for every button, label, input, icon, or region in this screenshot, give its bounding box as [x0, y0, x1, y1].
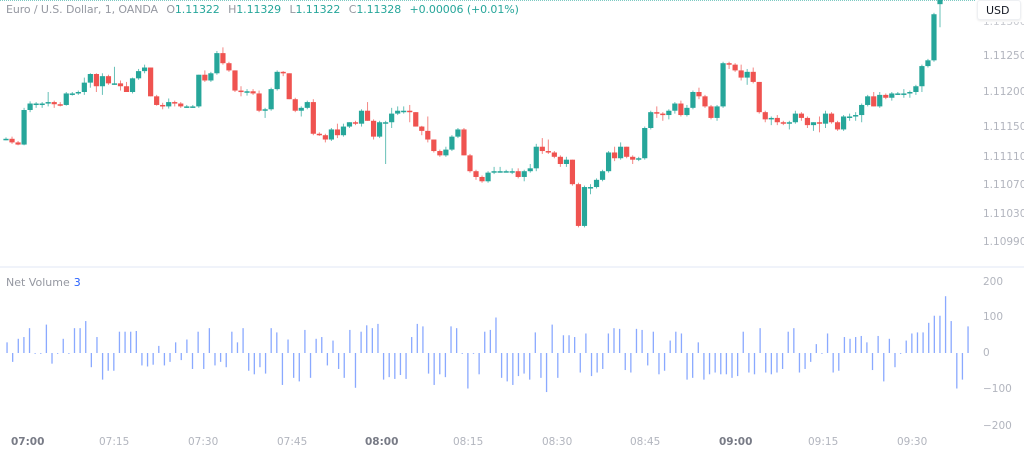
time-tick: 09:15: [808, 436, 839, 448]
price-tick: 1.10990: [983, 236, 1024, 248]
currency-button[interactable]: USD: [977, 0, 1021, 20]
symbol-title[interactable]: Euro / U.S. Dollar, 1, OANDA: [6, 3, 158, 16]
time-tick: 07:30: [188, 436, 219, 448]
time-tick: 07:45: [277, 436, 308, 448]
time-tick: 07:15: [99, 436, 130, 448]
symbol-legend: Euro / U.S. Dollar, 1, OANDA O1.11322 H1…: [6, 3, 519, 16]
volume-tick: 200: [983, 276, 1004, 288]
price-tick: 1.11300: [983, 16, 1024, 28]
change-value: +0.00006 (+0.01%): [409, 3, 519, 16]
close-value: 1.11328: [356, 3, 402, 16]
volume-tick: −100: [983, 383, 1012, 395]
volume-tick: 100: [983, 311, 1004, 323]
high-value: 1.11329: [236, 3, 282, 16]
high-label: H: [228, 3, 237, 16]
pane-separator[interactable]: [0, 266, 1024, 268]
time-tick: 08:15: [453, 436, 484, 448]
time-tick: 08:00: [365, 436, 399, 448]
low-value: 1.11322: [295, 3, 341, 16]
time-tick: 08:30: [542, 436, 573, 448]
time-tick: 07:00: [11, 436, 45, 448]
open-label: O: [166, 3, 175, 16]
volume-tick: −200: [983, 420, 1012, 432]
time-tick: 08:45: [630, 436, 661, 448]
net-volume-title[interactable]: Net Volume: [6, 276, 70, 289]
price-tick: 1.11070: [983, 179, 1024, 191]
close-label: C: [348, 3, 357, 16]
price-tick: 1.11150: [983, 121, 1024, 133]
time-tick: 09:30: [897, 436, 928, 448]
net-volume-legend: Net Volume 3: [6, 276, 81, 289]
open-value: 1.11322: [174, 3, 220, 16]
price-tick: 1.11030: [983, 208, 1024, 220]
net-volume-value: 3: [73, 276, 81, 289]
last-price-line: [0, 0, 975, 1]
time-tick: 09:00: [719, 436, 753, 448]
price-tick: 1.11250: [983, 50, 1024, 62]
low-label: L: [289, 3, 296, 16]
price-tick: 1.11200: [983, 86, 1024, 98]
volume-tick: 0: [983, 347, 990, 359]
candlestick-chart[interactable]: [0, 0, 975, 452]
price-tick: 1.11110: [983, 151, 1024, 163]
